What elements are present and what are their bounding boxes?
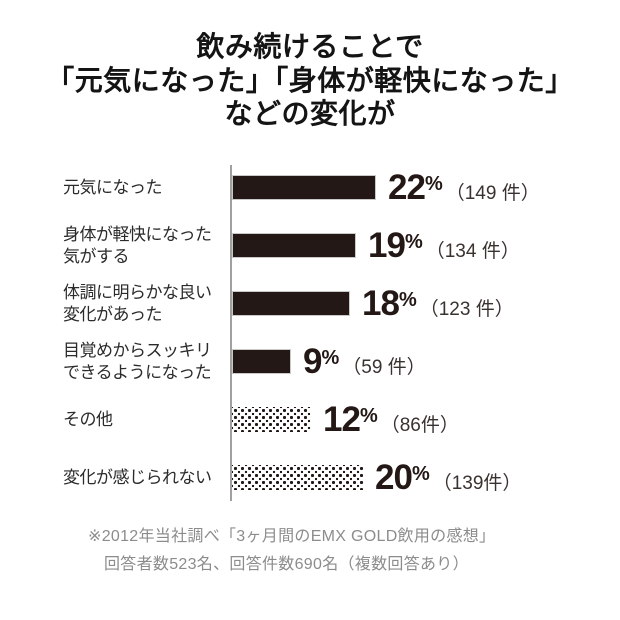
- percent-sign: %: [424, 172, 443, 195]
- percent-value: 18: [362, 283, 400, 323]
- count-label: （86件）: [380, 414, 459, 436]
- percent-value: 19: [368, 225, 406, 265]
- percent-sign: %: [398, 288, 417, 311]
- value-label: 12% （86件）: [323, 400, 459, 440]
- category-label-line: 体調に明らかな良い: [63, 282, 212, 302]
- value-label: 19% （134 件）: [368, 226, 520, 266]
- bar-area: 18% （123 件）: [232, 284, 514, 324]
- percent-sign: %: [411, 462, 430, 485]
- bar-area: 9% （59 件）: [232, 342, 426, 382]
- value-label: 20% （139件）: [375, 458, 521, 498]
- category-label-line: 変化があった: [63, 304, 163, 324]
- footnote: ※2012年当社調べ「3ヶ月間のEMX GOLD飲用の感想」 回答者数523名、…: [0, 523, 620, 579]
- chart-row-keikai: 身体が軽快になった 気がする 19% （134 件）: [63, 217, 620, 275]
- bar-sonota: [232, 407, 311, 433]
- category-label: 目覚めからスッキリ できるようになった: [63, 340, 230, 384]
- footnote-line-2: 回答者数523名、回答件数690名（複数回答あり）: [104, 555, 469, 573]
- category-label-line: 元気になった: [63, 177, 163, 197]
- bar-area: 22% （149 件）: [232, 168, 540, 208]
- chart-row-sonota: その他 12% （86件）: [63, 391, 620, 449]
- category-label-line: 気がする: [63, 246, 130, 266]
- value-label: 9% （59 件）: [303, 342, 426, 382]
- bar-henkanashi: [232, 465, 363, 491]
- footnote-line-1: ※2012年当社調べ「3ヶ月間のEMX GOLD飲用の感想」: [88, 527, 496, 545]
- count-label: （139件）: [432, 472, 522, 494]
- category-label: 変化が感じられない: [63, 467, 230, 489]
- category-label-line: 目覚めからスッキリ: [63, 340, 212, 360]
- bar-area: 19% （134 件）: [232, 226, 520, 266]
- bar-area: 20% （139件）: [232, 458, 521, 498]
- category-label-line: 身体が軽快になった: [63, 224, 212, 244]
- bar-chart: 元気になった 22% （149 件） 身体が軽快になった 気がする 19% （134…: [63, 159, 620, 507]
- count-label: （59 件）: [342, 356, 426, 378]
- count-label: （149 件）: [445, 182, 540, 204]
- bar-taichou: [232, 291, 350, 317]
- count-label: （123 件）: [419, 298, 514, 320]
- value-label: 22% （149 件）: [388, 168, 540, 208]
- chart-row-genki: 元気になった 22% （149 件）: [63, 159, 620, 217]
- percent-sign: %: [321, 346, 340, 369]
- category-label: 身体が軽快になった 気がする: [63, 224, 230, 268]
- title-line-3: などの変化が: [224, 98, 396, 130]
- chart-row-mezame: 目覚めからスッキリ できるようになった 9% （59 件）: [63, 333, 620, 391]
- category-label-line: できるようになった: [63, 362, 212, 382]
- title-line-1: 飲み続けることで: [196, 31, 424, 62]
- percent-sign: %: [404, 230, 423, 253]
- bar-mezame: [232, 349, 291, 375]
- category-label: その他: [63, 409, 230, 431]
- percent-sign: %: [359, 404, 378, 427]
- bar-keikai: [232, 233, 356, 259]
- bar-area: 12% （86件）: [232, 400, 459, 440]
- y-axis-line: [230, 164, 232, 501]
- bar-genki: [232, 175, 376, 201]
- percent-value: 20: [375, 457, 413, 497]
- percent-value: 12: [323, 399, 361, 439]
- percent-value: 22: [388, 167, 426, 207]
- chart-row-taichou: 体調に明らかな良い 変化があった 18% （123 件）: [63, 275, 620, 333]
- title-line-2: 「元気になった」「身体が軽快になった」: [46, 64, 574, 96]
- count-label: （134 件）: [425, 240, 520, 262]
- value-label: 18% （123 件）: [362, 284, 514, 324]
- category-label-line: その他: [63, 409, 113, 429]
- page-title: 飲み続けることで 「元気になった」「身体が軽快になった」 などの変化が: [0, 0, 620, 131]
- category-label-line: 変化が感じられない: [63, 467, 212, 487]
- percent-value: 9: [303, 341, 322, 381]
- category-label: 元気になった: [63, 177, 230, 199]
- category-label: 体調に明らかな良い 変化があった: [63, 282, 230, 326]
- chart-row-henkanashi: 変化が感じられない 20% （139件）: [63, 449, 620, 507]
